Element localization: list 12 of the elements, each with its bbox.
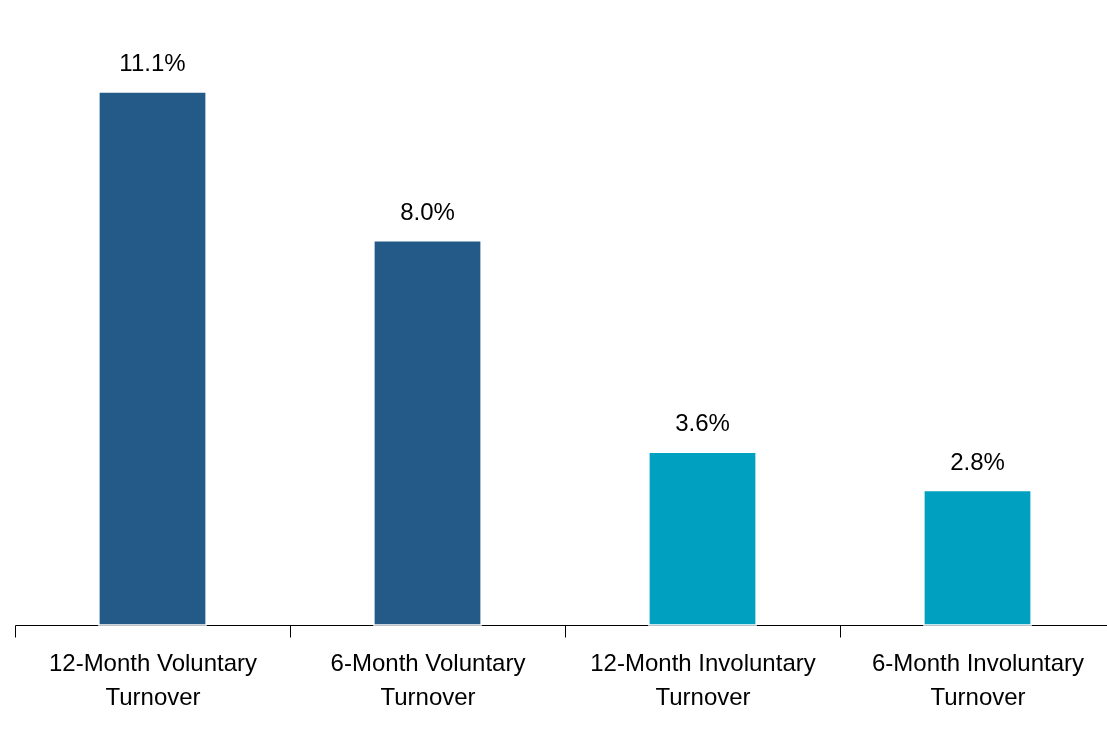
bar xyxy=(923,489,1032,626)
data-label: 2.8% xyxy=(950,447,1005,475)
bar xyxy=(373,240,482,626)
bar xyxy=(648,451,757,626)
x-tick-label: 12-Month Involuntary Turnover xyxy=(590,648,816,710)
x-tick-label: 6-Month Involuntary Turnover xyxy=(871,648,1085,710)
bar xyxy=(98,91,207,626)
x-tick-label: 6-Month Voluntary Turnover xyxy=(330,648,526,710)
data-label: 8.0% xyxy=(400,197,455,225)
x-tick-label: 12-Month Voluntary Turnover xyxy=(48,648,258,710)
data-label: 11.1% xyxy=(119,49,186,76)
data-label: 3.6% xyxy=(675,409,730,437)
